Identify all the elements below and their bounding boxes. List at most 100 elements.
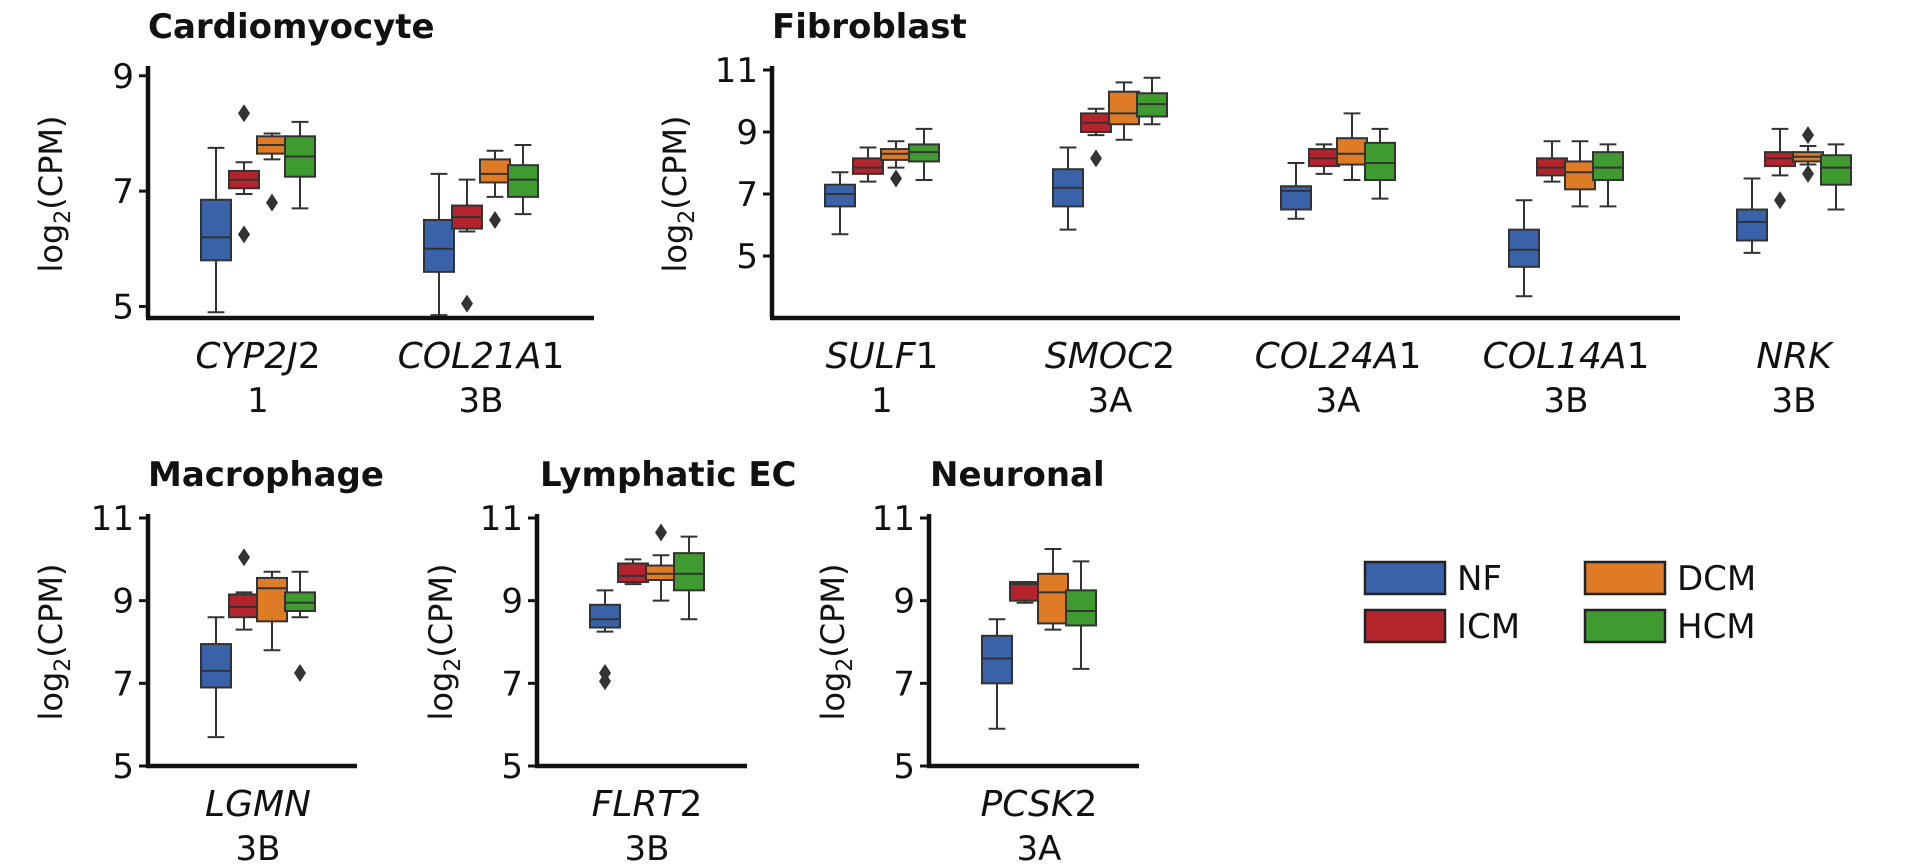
- panel-macrophage: Macrophage 5 7 9 11 log2(CPM) LGMN 3B: [32, 455, 384, 868]
- outlier-point: [461, 294, 473, 313]
- y-tick-label: 9: [112, 57, 134, 97]
- y-tick-label: 11: [872, 499, 915, 539]
- box-body: [673, 552, 705, 592]
- box-body: [507, 164, 539, 198]
- category-sublabel: 3A: [1316, 381, 1361, 421]
- legend-swatch: [1583, 560, 1667, 596]
- y-axis-label: log2(CPM): [32, 564, 76, 721]
- box-body: [479, 158, 511, 184]
- legend-label: HCM: [1677, 607, 1756, 647]
- category-sublabel: 3B: [459, 381, 504, 421]
- box-body: [981, 634, 1013, 685]
- box-body: [1280, 185, 1312, 211]
- box-icm: [1764, 127, 1796, 210]
- y-tick-label: 7: [112, 172, 134, 212]
- box-nf: [1736, 177, 1768, 254]
- y-axis-label: log2(CPM): [32, 116, 76, 273]
- y-tick-label: 11: [480, 499, 523, 539]
- category-gene-label: COL14A1: [1483, 336, 1650, 377]
- y-tick-label: 5: [736, 237, 758, 277]
- y-axis-label: log2(CPM): [814, 564, 858, 721]
- category-sublabel: 3A: [1088, 381, 1133, 421]
- legend-item-dcm: DCM: [1583, 559, 1756, 599]
- y-tick-label: 5: [112, 747, 134, 787]
- box-body: [1108, 90, 1140, 126]
- box-body: [824, 183, 856, 208]
- box-body: [284, 591, 316, 613]
- y-tick-label: 11: [91, 499, 134, 539]
- outlier-point: [238, 104, 250, 123]
- box-body: [200, 198, 232, 262]
- box-icm: [617, 558, 649, 586]
- panel-lymphatic-ec: Lymphatic EC 5 7 9 11 log2(CPM) FLRT2 3B: [422, 455, 797, 868]
- category-sublabel: 3B: [625, 829, 670, 868]
- category-gene-label: FLRT2: [592, 784, 703, 825]
- box-nf: [981, 618, 1013, 730]
- box-dcm: [645, 523, 677, 602]
- box-icm: [451, 178, 483, 313]
- category-gene-label: COL21A1: [398, 336, 565, 377]
- box-hcm: [1364, 127, 1396, 200]
- outlier-point: [1802, 164, 1814, 183]
- panel-title: Lymphatic EC: [540, 455, 797, 495]
- box-dcm: [1037, 548, 1069, 631]
- box-hcm: [1136, 76, 1168, 126]
- category-lgmn: LGMN 3B: [200, 548, 316, 868]
- y-tick-label: 7: [736, 175, 758, 215]
- y-tick-label: 9: [501, 582, 523, 622]
- box-hcm: [1592, 143, 1624, 208]
- y-tick-label: 9: [112, 582, 134, 622]
- legend-swatch: [1363, 560, 1447, 596]
- panel-fibroblast: Fibroblast57911log2(CPM)SULF11SMOC23ACOL…: [656, 7, 1852, 421]
- outlier-point: [266, 193, 278, 212]
- panel-title: Neuronal: [930, 455, 1105, 495]
- legend-label: NF: [1457, 559, 1502, 599]
- legend-swatch: [1363, 608, 1447, 644]
- box-icm: [852, 146, 884, 183]
- box-hcm: [284, 570, 316, 682]
- box-nf: [1280, 162, 1312, 220]
- box-dcm: [1792, 126, 1824, 183]
- category-gene-label: PCSK2: [981, 784, 1098, 825]
- category-pcsk2: PCSK2 3A: [981, 548, 1098, 868]
- box-nf: [824, 171, 856, 236]
- box-body: [423, 218, 455, 273]
- category-flrt2: FLRT2 3B: [589, 523, 705, 868]
- box-body: [200, 643, 232, 689]
- box-nf: [200, 146, 232, 314]
- category-sublabel: 3B: [1772, 381, 1817, 421]
- outlier-point: [238, 548, 250, 567]
- y-tick-label: 5: [893, 747, 915, 787]
- outlier-point: [489, 210, 501, 229]
- category-sublabel: 3B: [1544, 381, 1589, 421]
- box-hcm: [908, 127, 940, 182]
- category-gene-label: LGMN: [205, 784, 311, 825]
- box-body: [589, 603, 621, 629]
- panel-title: Cardiomyocyte: [148, 7, 435, 47]
- box-dcm: [256, 570, 288, 652]
- box-nf: [1508, 199, 1540, 298]
- legend-item-icm: ICM: [1363, 607, 1520, 647]
- y-tick-label: 5: [501, 747, 523, 787]
- outlier-point: [890, 169, 902, 188]
- box-body: [617, 562, 649, 584]
- legend-swatch: [1583, 608, 1667, 644]
- category-gene-label: NRK: [1756, 336, 1834, 377]
- box-body: [256, 576, 288, 623]
- box-dcm: [479, 149, 511, 229]
- category-gene-label: CYP2J2: [195, 336, 320, 377]
- box-body: [1508, 228, 1540, 268]
- category-sublabel: 3B: [236, 829, 281, 868]
- outlier-point: [1774, 191, 1786, 210]
- box-dcm: [1336, 112, 1368, 182]
- box-dcm: [1564, 140, 1596, 208]
- box-body: [1564, 160, 1596, 191]
- y-tick-label: 7: [501, 664, 523, 704]
- y-tick-label: 9: [893, 582, 915, 622]
- box-icm: [1308, 143, 1340, 175]
